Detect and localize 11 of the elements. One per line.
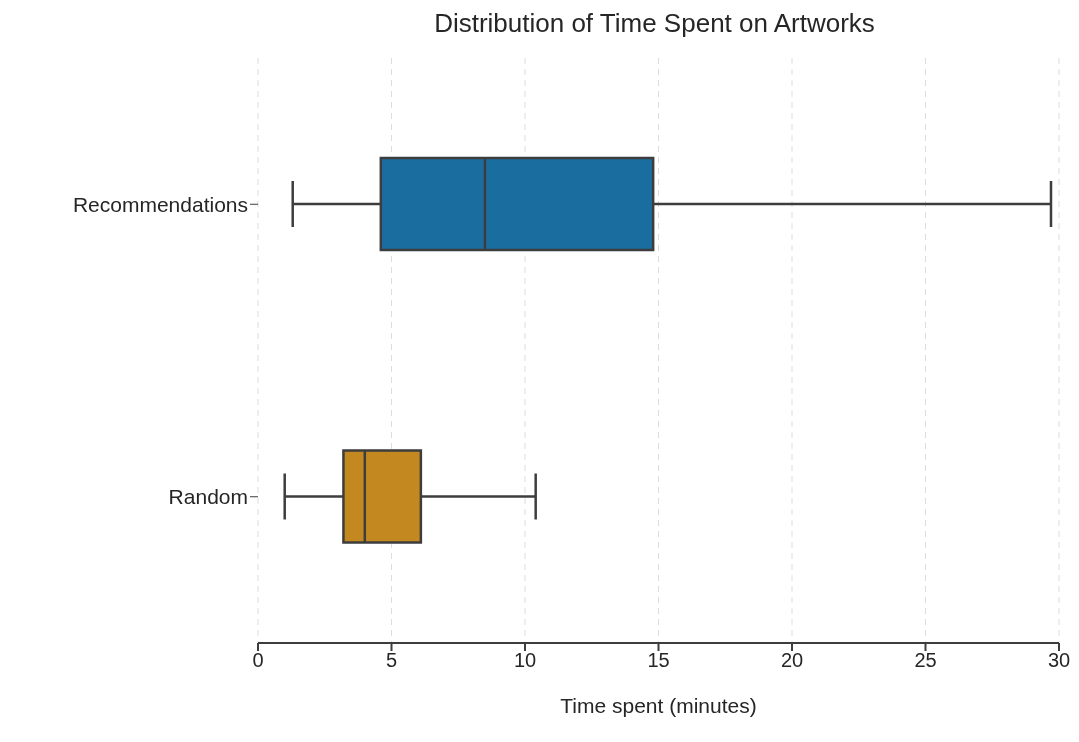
- x-tick-label: 5: [385, 649, 398, 672]
- y-tick-label: Recommendations: [72, 192, 248, 216]
- x-axis-title: Time spent (minutes): [560, 694, 757, 717]
- x-tick-label: 10: [513, 649, 537, 672]
- x-tick-label: 25: [914, 649, 937, 672]
- x-tick-label: 15: [647, 649, 670, 672]
- chart-title: Distribution of Time Spent on Artworks: [433, 8, 876, 40]
- x-tick-label: 30: [1047, 649, 1071, 672]
- x-tick-label: 20: [780, 649, 804, 672]
- x-tick-label: 0: [252, 649, 264, 672]
- y-tick-label: Random: [168, 485, 248, 509]
